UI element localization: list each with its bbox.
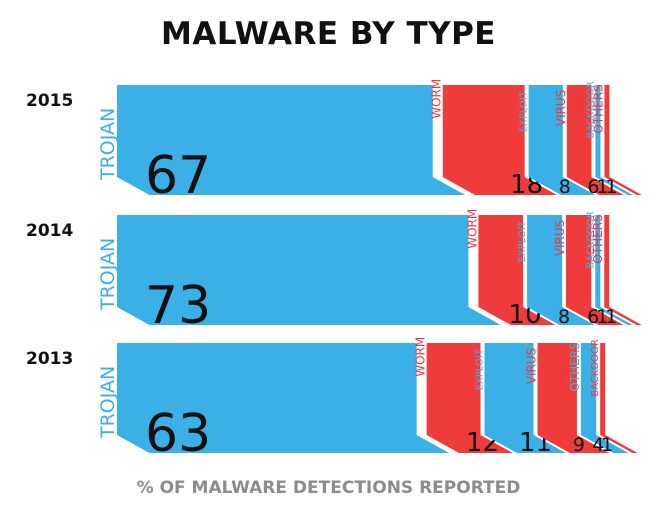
bar-2015-worm [442,85,558,195]
value-label-2014-others: 1 [605,306,617,328]
bar-2015-virus [566,85,624,195]
chart-footer: % OF MALWARE DETECTIONS REPORTED [136,478,521,498]
category-label-2013-virus: VIRUS [525,348,539,385]
value-label-2015-trojan: 67 [145,146,211,206]
bar-2014-exploit [527,215,595,325]
category-label-2015-trojan: TROJAN [97,108,119,181]
bar-2015-exploit [528,85,596,195]
value-label-2014-trojan: 73 [145,276,211,336]
year-label-2015: 2015 [26,91,73,111]
value-label-2015-exploit: 8 [559,176,571,198]
category-label-2015-virus: VIRUS [554,90,568,127]
bar-2013-trojan [117,343,450,453]
category-label-2015-exploit: EXPLOIT [519,90,530,132]
category-label-2014-others: OTHERS [591,214,605,263]
bar-2013-exploit [484,343,566,453]
bar-2014-worm [478,215,556,325]
year-label-2013: 2013 [26,349,73,369]
bar-2014-trojan [117,215,501,325]
value-label-2015-backdoor: 1 [596,176,608,198]
value-label-2013-virus: 9 [573,434,585,456]
category-label-2015-worm: WORM [430,79,444,119]
category-label-2014-trojan: TROJAN [97,238,119,311]
category-label-2014-worm: WORM [465,209,479,249]
value-label-2014-backdoor: 1 [596,306,608,328]
value-label-2013-others: 4 [592,434,604,456]
bar-2015-others [604,85,642,195]
value-label-2015-virus: 6 [587,176,599,198]
bar-2015-trojan [117,85,466,195]
bar-2015-backdoor [595,85,633,195]
bar-2013-worm [426,343,513,453]
value-label-2015-others: 1 [605,176,617,198]
bar-2014-virus [566,215,624,325]
value-label-2014-virus: 6 [587,306,599,328]
category-label-2013-trojan: TROJAN [97,366,119,439]
bar-2013-backdoor [600,343,638,453]
year-label-2014: 2014 [26,221,73,241]
value-label-2013-trojan: 63 [145,404,211,464]
value-label-2013-backdoor: 1 [601,434,613,456]
category-label-2013-others: OTHERS [568,342,582,391]
category-label-2013-exploit: EXPLOIT [475,348,486,390]
category-label-2015-backdoor: BACKDOOR [585,81,596,139]
bar-2014-backdoor [595,215,633,325]
chart-title: MALWARE BY TYPE [161,16,496,52]
value-label-2014-exploit: 8 [558,306,570,328]
bar-2013-virus [537,343,610,453]
category-label-2013-worm: WORM [414,337,428,377]
bar-2014-others [604,215,642,325]
category-label-2013-backdoor: BACKDOOR [590,339,601,397]
category-label-2014-backdoor: BACKDOOR [585,211,596,269]
category-label-2014-virus: VIRUS [553,220,567,257]
bar-2013-others [580,343,629,453]
category-label-2014-exploit: EXPLOIT [517,220,528,262]
category-label-2015-others: OTHERS [591,84,605,133]
